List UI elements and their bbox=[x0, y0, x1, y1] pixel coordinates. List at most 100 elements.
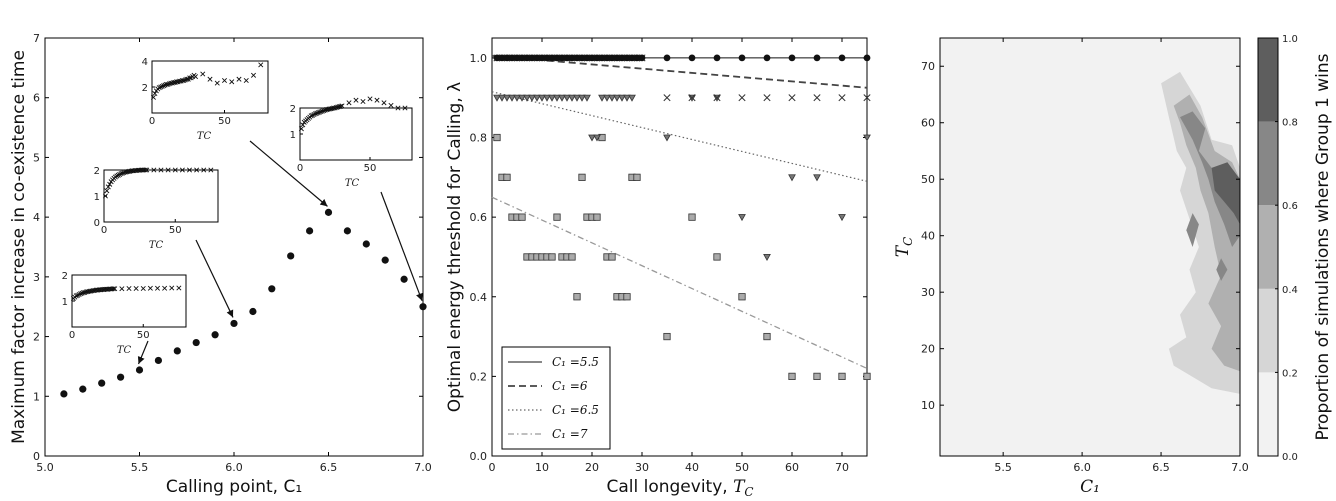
colorbar-band bbox=[1258, 121, 1278, 206]
data-point bbox=[713, 54, 721, 62]
data-point bbox=[578, 54, 586, 62]
inset-point bbox=[107, 181, 113, 187]
inset-point bbox=[158, 84, 164, 90]
data-point bbox=[608, 253, 616, 261]
data-point bbox=[608, 54, 616, 62]
data-point bbox=[593, 213, 601, 221]
data-point bbox=[608, 94, 616, 102]
y-tick-label: 40 bbox=[921, 230, 935, 243]
inset-point bbox=[161, 83, 167, 89]
data-point bbox=[763, 94, 771, 102]
y-tick-label: 0.6 bbox=[470, 211, 488, 224]
data-point bbox=[738, 94, 746, 102]
data-point bbox=[788, 54, 796, 62]
data-point bbox=[493, 94, 501, 102]
colorbar-band bbox=[1258, 288, 1278, 373]
data-point bbox=[400, 275, 408, 283]
data-point bbox=[638, 54, 646, 62]
data-point bbox=[588, 134, 596, 142]
y-tick-label: 30 bbox=[921, 286, 935, 299]
data-point bbox=[493, 133, 501, 142]
inset-arrow bbox=[249, 140, 328, 207]
inset-point bbox=[176, 285, 182, 291]
inset-point bbox=[312, 111, 318, 117]
data-point bbox=[863, 54, 871, 62]
data-point bbox=[593, 54, 601, 62]
y-tick-label: 10 bbox=[921, 399, 935, 412]
data-point bbox=[498, 94, 506, 102]
inset-point bbox=[117, 171, 123, 177]
data-point bbox=[663, 332, 671, 341]
inset-x-label: TC bbox=[197, 131, 212, 142]
x-tick-label: 0 bbox=[489, 461, 496, 474]
data-point bbox=[60, 390, 68, 398]
y-tick-label: 0.8 bbox=[470, 132, 488, 145]
inset-point bbox=[133, 286, 139, 292]
data-point bbox=[618, 94, 626, 102]
y-ticks: 0.0 0.2 0.4 0.6 0.8 1.0 bbox=[470, 52, 867, 463]
inset-point bbox=[154, 285, 161, 291]
data-point bbox=[230, 319, 238, 328]
data-point bbox=[603, 54, 611, 62]
x-tick-label: 5.5 bbox=[131, 461, 149, 474]
inset-point bbox=[120, 170, 126, 176]
inset-point bbox=[187, 75, 193, 81]
data-point bbox=[863, 372, 871, 380]
inset-point bbox=[119, 286, 125, 292]
x-tick-label: 50 bbox=[735, 461, 749, 474]
data-point bbox=[813, 94, 821, 102]
x-tick-label: 6.0 bbox=[225, 461, 243, 474]
x-tick-label: 10 bbox=[535, 461, 549, 474]
data-point bbox=[663, 94, 671, 102]
y-tick-label: 0.0 bbox=[470, 450, 488, 463]
inset-point bbox=[142, 167, 148, 173]
inset-point bbox=[208, 167, 214, 173]
inset-point bbox=[82, 289, 88, 295]
x-tick-label: 70 bbox=[835, 461, 849, 474]
inset-y-tick-label: 2 bbox=[62, 271, 68, 282]
y-tick-label: 7 bbox=[33, 32, 40, 45]
inset-x-tick-label: 50 bbox=[137, 330, 150, 341]
inset-arrows bbox=[137, 140, 423, 365]
inset-point bbox=[150, 94, 156, 100]
contour-regions bbox=[1161, 71, 1240, 394]
inset-plot: 0 50 0 1 2 TC bbox=[94, 166, 219, 251]
data-point bbox=[688, 54, 696, 62]
inset-point bbox=[144, 167, 150, 173]
inset-point bbox=[388, 102, 394, 108]
inset-frame bbox=[299, 107, 413, 161]
data-point bbox=[548, 54, 556, 62]
data-point bbox=[306, 227, 314, 235]
inset-point bbox=[318, 109, 324, 115]
data-point bbox=[568, 54, 576, 62]
data-point bbox=[618, 54, 626, 62]
inset-point bbox=[221, 77, 228, 84]
x-tick-label: 30 bbox=[635, 461, 649, 474]
data-point bbox=[518, 213, 526, 221]
fit-line bbox=[491, 55, 868, 89]
colorbar: 0.0 0.2 0.4 0.6 0.8 1.0 bbox=[1257, 34, 1298, 463]
x-tick-label: 5.0 bbox=[36, 461, 54, 474]
fit-line bbox=[491, 196, 868, 370]
inset-point bbox=[80, 290, 86, 296]
data-point bbox=[838, 54, 846, 62]
colorbar-tick-label: 0.6 bbox=[1282, 201, 1298, 212]
y-tick-label: 20 bbox=[921, 343, 935, 356]
inset-point bbox=[328, 106, 334, 112]
inset-y-tick-label: 0 bbox=[94, 218, 100, 229]
legend-label: C₁ =6 bbox=[552, 379, 588, 393]
data-point bbox=[543, 54, 551, 62]
inset-x-tick-label: 0 bbox=[69, 330, 75, 341]
inset-point bbox=[319, 108, 325, 114]
data-point bbox=[623, 94, 631, 102]
legend-label: C₁ =5.5 bbox=[552, 355, 599, 369]
inset-point bbox=[172, 167, 178, 173]
data-point bbox=[628, 54, 636, 62]
inset-point bbox=[201, 167, 207, 173]
data-point bbox=[573, 94, 581, 102]
data-point bbox=[763, 332, 771, 341]
x-axis-label: Call longevity, TC bbox=[606, 477, 753, 499]
inset-point bbox=[317, 109, 323, 115]
inset-x-tick-label: 50 bbox=[364, 163, 377, 174]
data-point bbox=[528, 94, 536, 102]
